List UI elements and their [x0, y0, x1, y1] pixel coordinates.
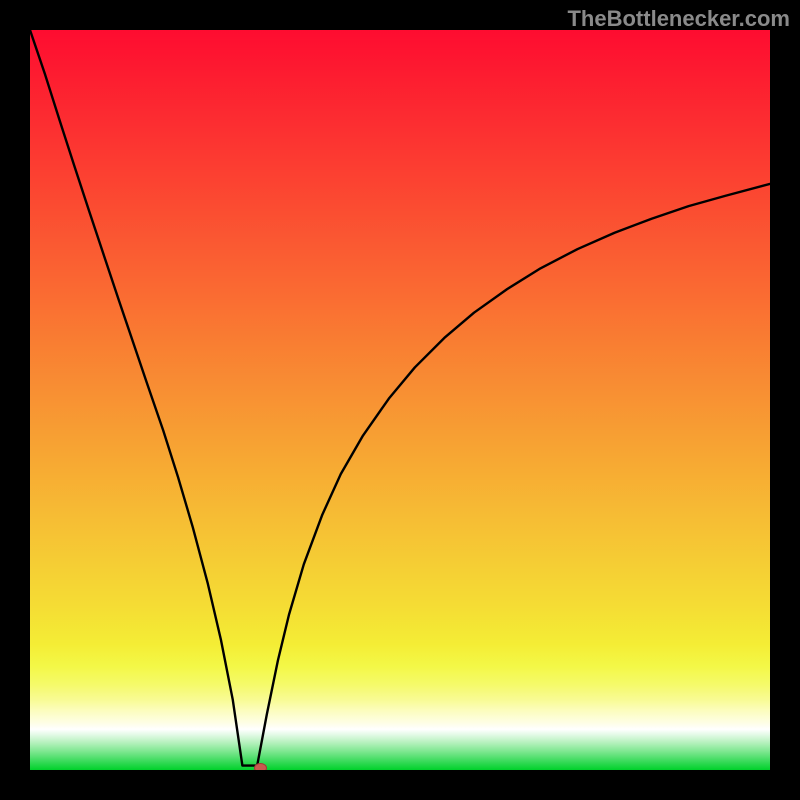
optimum-marker — [254, 763, 267, 770]
watermark-text: TheBottlenecker.com — [567, 6, 790, 32]
plot-area — [30, 30, 770, 770]
chart-container: TheBottlenecker.com — [0, 0, 800, 800]
bottleneck-curve — [30, 30, 770, 770]
curve-path — [30, 30, 770, 766]
